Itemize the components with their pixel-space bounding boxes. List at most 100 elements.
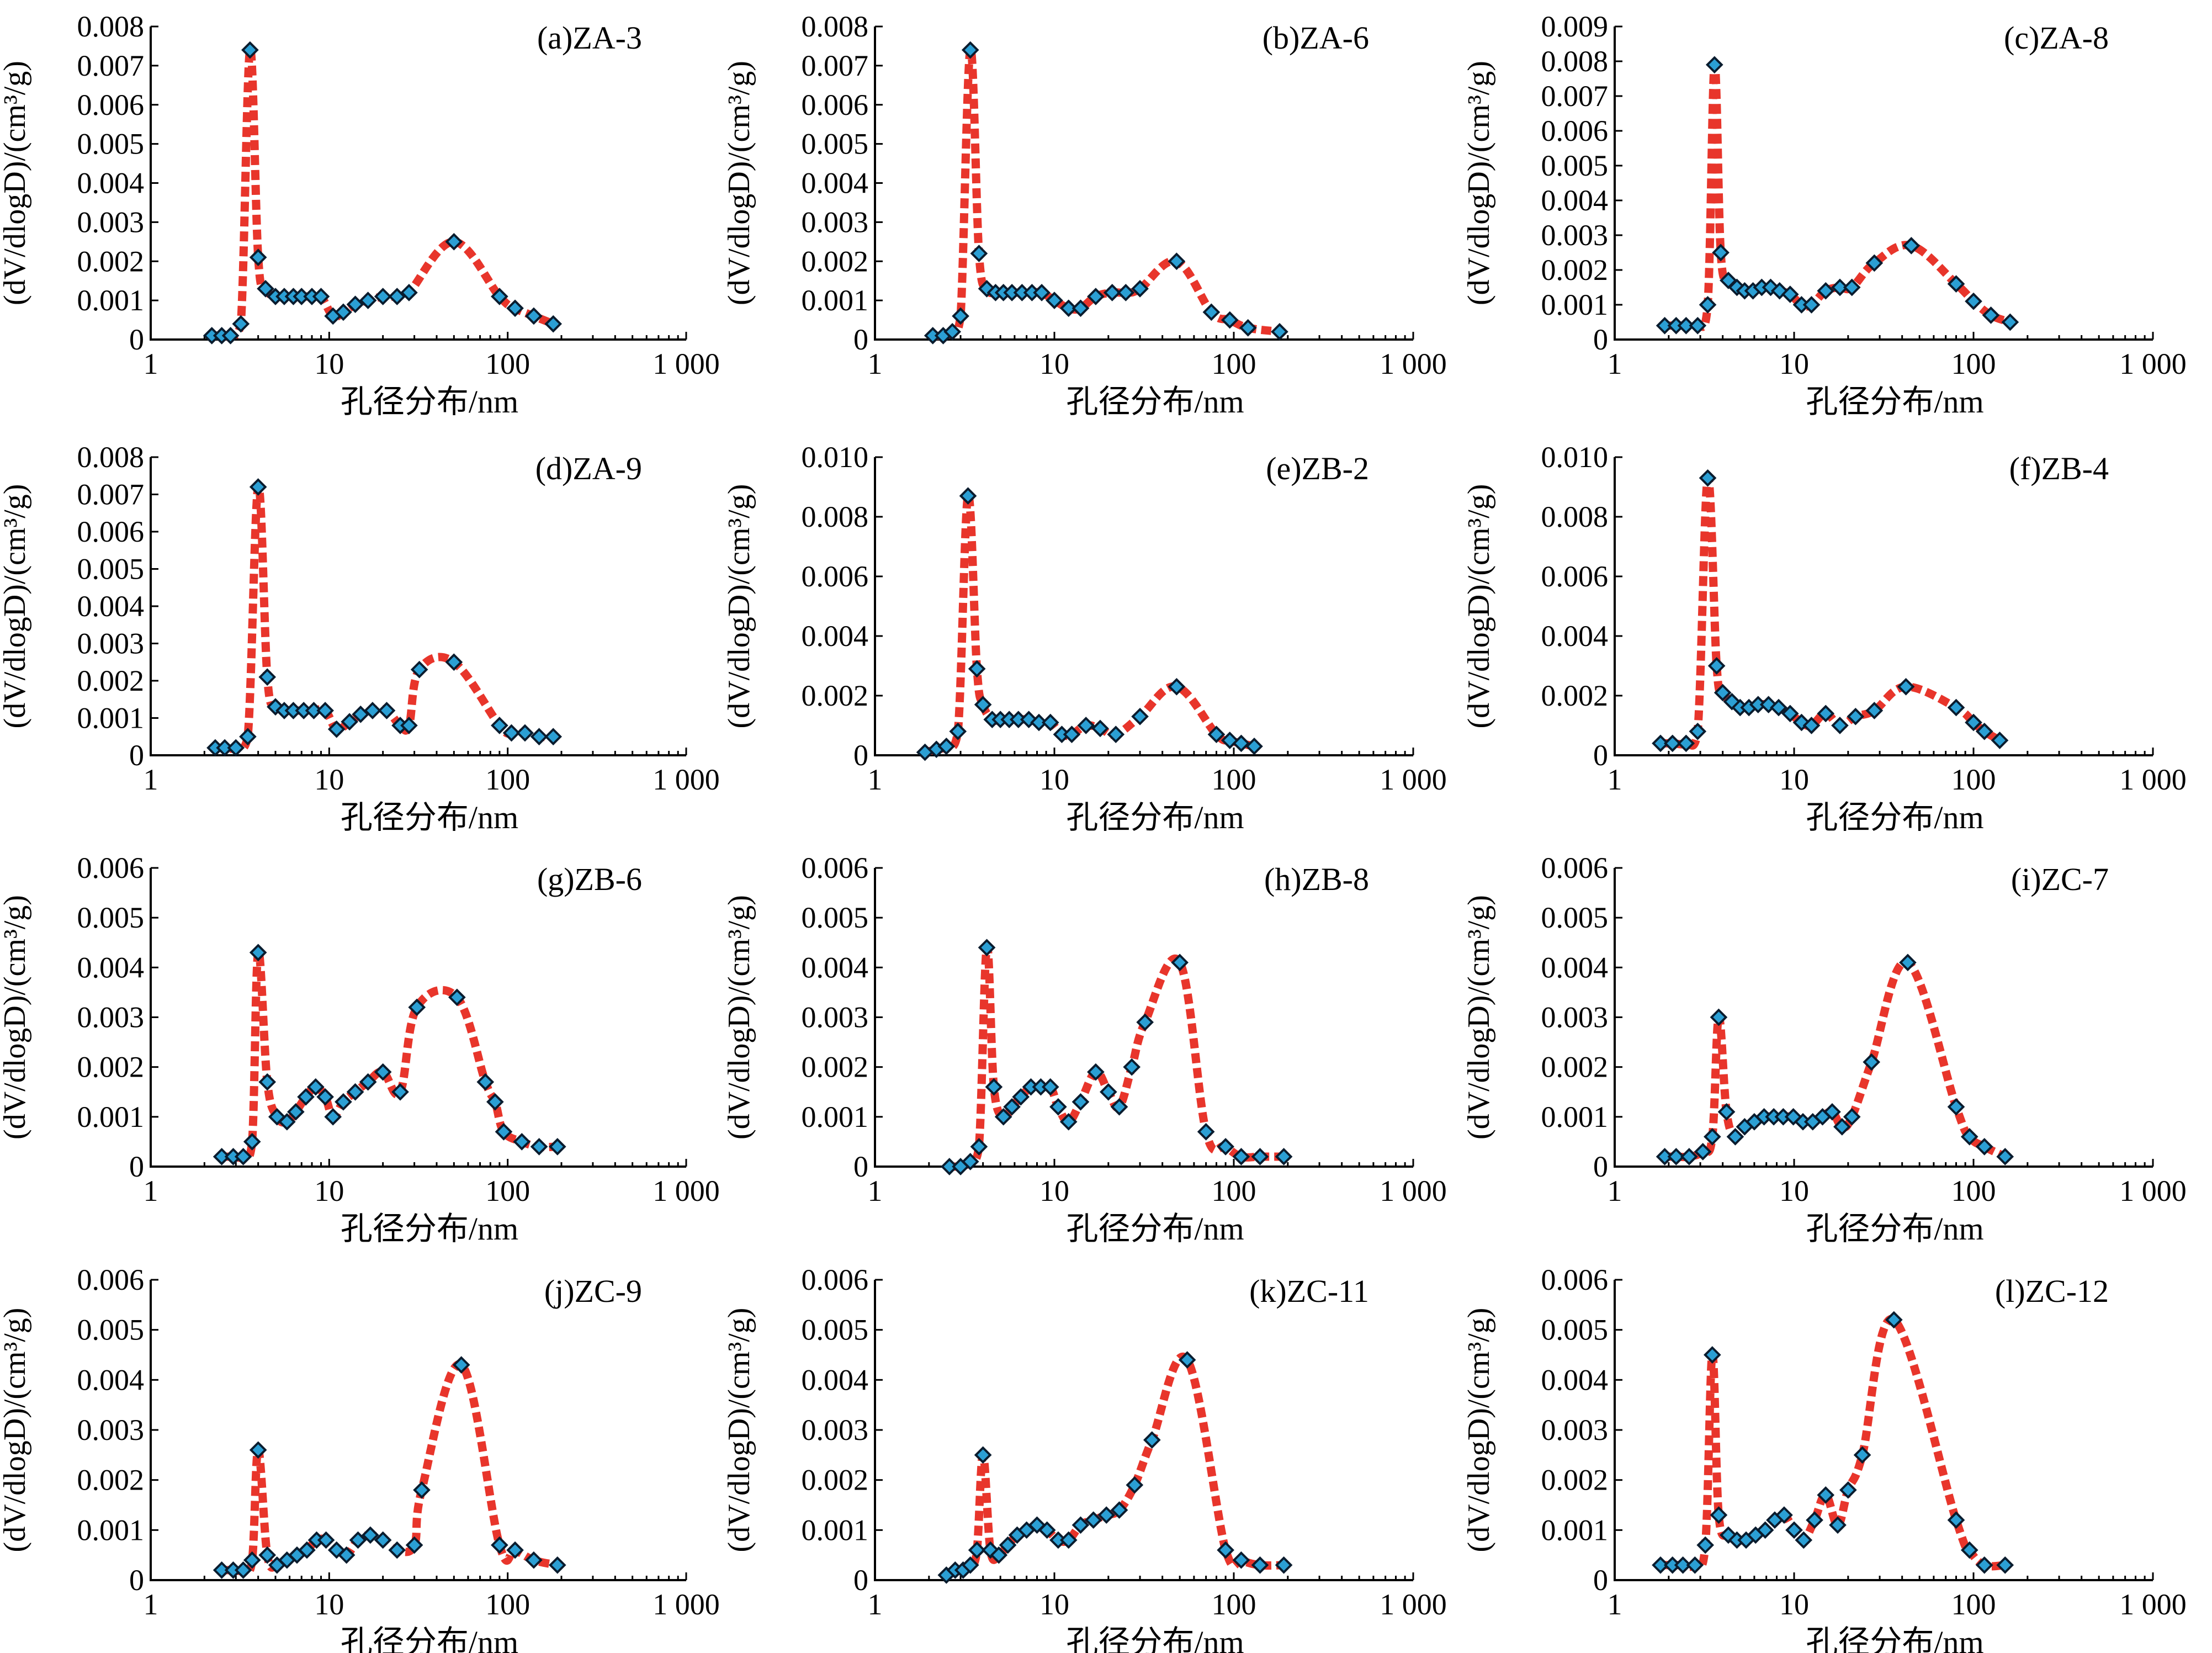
data-point (1833, 1118, 1851, 1136)
data-point (1831, 717, 1849, 734)
data-point (298, 1541, 316, 1559)
data-point (937, 737, 956, 755)
x-tick-label: 1 (868, 1174, 883, 1207)
data-point (1696, 1536, 1714, 1554)
data-point (974, 696, 992, 714)
data-point (1703, 1128, 1721, 1146)
data-point (516, 724, 534, 742)
data-point (1207, 725, 1226, 744)
data-point (1667, 1148, 1685, 1165)
data-point (1947, 1511, 1965, 1529)
x-tick-label: 10 (1039, 763, 1069, 796)
y-tick-label: 0.006 (77, 851, 145, 884)
x-tick-label: 10 (1039, 1588, 1069, 1621)
x-tick-label: 100 (1951, 763, 1996, 796)
x-tick-label: 1 000 (1380, 347, 1447, 380)
x-tick-label: 1 (1608, 347, 1622, 380)
x-axis-label: 孔径分布/nm (341, 1211, 518, 1247)
y-axis-label: (dV/dlogD)/(cm³/g) (1462, 61, 1496, 305)
x-tick-label: 1 (144, 1588, 158, 1621)
data-point (1123, 1058, 1141, 1076)
y-tick-label: 0.009 (1541, 10, 1609, 43)
y-tick-label: 0.002 (802, 245, 869, 278)
x-tick-label: 1 (868, 347, 883, 380)
panel-label: (g)ZB-6 (537, 861, 642, 897)
data-point (258, 1546, 277, 1564)
x-tick-label: 100 (1212, 1588, 1256, 1621)
data-point (961, 41, 979, 59)
y-tick-label: 0.006 (802, 1263, 869, 1296)
y-tick-label: 0.006 (802, 851, 869, 884)
x-tick-label: 10 (314, 1174, 344, 1207)
data-point (1902, 237, 1921, 255)
y-tick-label: 0 (1593, 739, 1608, 772)
x-tick-label: 1 000 (1380, 1174, 1447, 1207)
data-point (1087, 288, 1105, 305)
data-point (1059, 1113, 1078, 1131)
y-tick-label: 0.004 (1541, 951, 1609, 984)
y-axis-label: (dV/dlogD)/(cm³/g) (0, 61, 32, 305)
data-point (362, 1526, 379, 1544)
x-tick-label: 100 (485, 1588, 530, 1621)
y-tick-label: 0.008 (77, 10, 145, 43)
data-point (994, 1108, 1012, 1126)
data-point (405, 1536, 423, 1554)
y-tick-label: 0.003 (802, 1001, 869, 1034)
data-point (1710, 1008, 1728, 1026)
x-tick-label: 1 (1608, 1588, 1622, 1621)
data-point (1802, 717, 1821, 734)
y-tick-label: 0.003 (77, 627, 145, 660)
panel-i-zc-7: 0 0.001 0.002 0.003 0.004 0.005 0.006 1 10 100 1 0… (1462, 851, 2187, 1247)
y-tick-label: 0.003 (77, 1001, 145, 1034)
y-tick-label: 0.002 (77, 1051, 145, 1084)
data-point (495, 1123, 513, 1141)
x-axis-label: 孔径分布/nm (341, 1624, 518, 1653)
data-point (243, 1133, 261, 1151)
data-point (544, 728, 563, 746)
data-point (525, 307, 543, 325)
data-point (346, 1083, 364, 1101)
data-point (1947, 698, 1965, 717)
axis-frame (1614, 27, 2153, 341)
data-point (349, 1531, 367, 1549)
data-point (1720, 272, 1737, 289)
data-point (249, 478, 267, 496)
x-tick-label: 10 (1779, 1174, 1809, 1207)
data-point (1865, 702, 1884, 719)
y-tick-label: 0 (853, 1150, 868, 1183)
axis-frame (1614, 1280, 2153, 1581)
y-tick-label: 0.001 (1541, 1100, 1609, 1133)
y-tick-label: 0.006 (77, 1263, 145, 1296)
data-point (1694, 1143, 1712, 1161)
data-point (1996, 1556, 2014, 1574)
panel-b-za-6: 0 0.001 0.002 0.003 0.004 0.005 0.006 0.007 0.00… (722, 10, 1447, 420)
data-point (1674, 1556, 1692, 1574)
x-axis-label: 孔径分布/nm (1066, 384, 1244, 420)
data-point (374, 288, 392, 305)
panel-e-zb-2: 0 0.002 0.004 0.006 0.008 0.010 1 10 100 1 000 (e)… (722, 441, 1447, 835)
data-point (1720, 1526, 1737, 1544)
panel-l-zc-12: 0 0.001 0.002 0.003 0.004 0.005 0.006 1 10 100 1 0… (1462, 1263, 2187, 1653)
data-point (974, 1446, 992, 1464)
y-tick-label: 0.004 (802, 167, 869, 200)
x-tick-label: 100 (1951, 1588, 1996, 1621)
y-tick-label: 0.010 (802, 441, 869, 474)
x-axis-label: 孔径分布/nm (1806, 384, 1983, 420)
y-tick-label: 0.001 (77, 1513, 145, 1546)
data-point (506, 299, 524, 317)
y-tick-label: 0.007 (802, 49, 869, 82)
panel-label: (l)ZC-12 (1995, 1273, 2109, 1309)
data-point (1897, 677, 1915, 696)
data-point (970, 1138, 988, 1156)
data-point (305, 702, 323, 719)
data-point (1041, 713, 1059, 732)
data-point (388, 1541, 406, 1559)
panel-label: (f)ZB-4 (2009, 451, 2109, 486)
x-tick-label: 100 (1951, 347, 1996, 380)
x-tick-label: 100 (1951, 1174, 1996, 1207)
panel-label: (e)ZB-2 (1266, 451, 1369, 486)
axis-frame (150, 27, 686, 341)
y-tick-label: 0.005 (1541, 901, 1609, 934)
x-axis-label: 孔径分布/nm (341, 799, 518, 835)
